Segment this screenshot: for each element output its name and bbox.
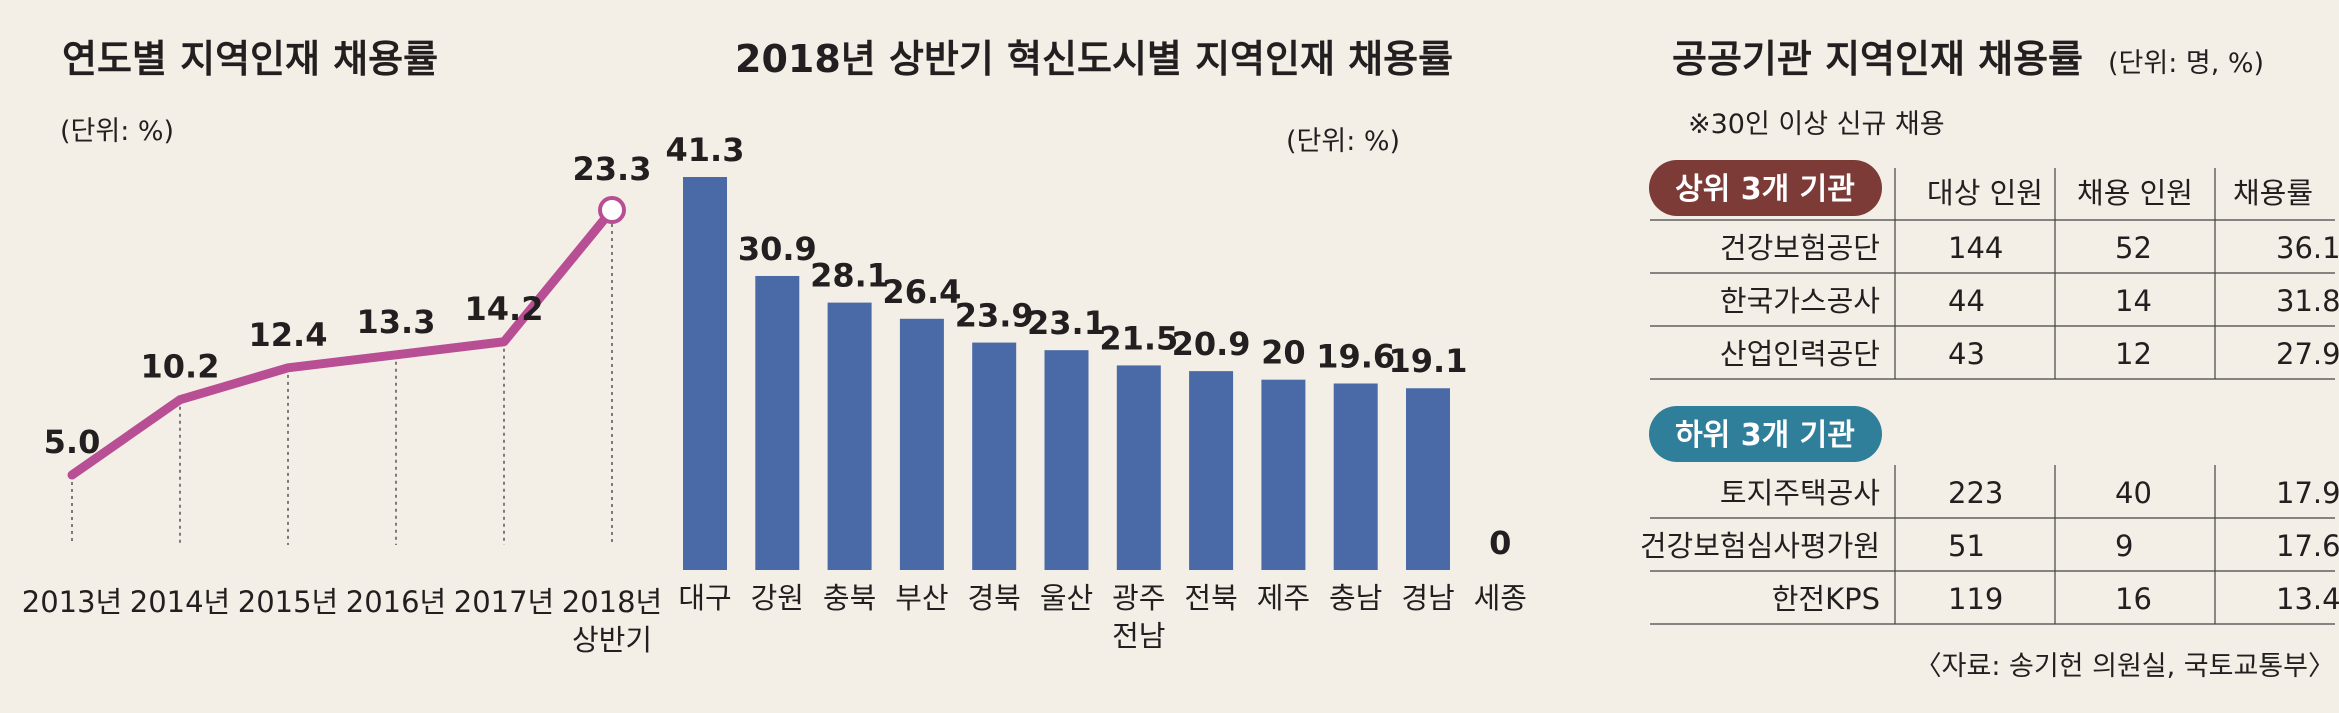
table-cell-hired: 14	[2115, 284, 2152, 318]
table-cell-target: 144	[1948, 231, 2003, 265]
table-row-name: 한국가스공사	[1720, 284, 1880, 318]
table-cell-rate: 17.9	[2276, 476, 2339, 510]
bar-chart: 2018년 상반기 혁신도시별 지역인재 채용률 (단위: %) 41.3 대구 30.…	[666, 37, 1527, 653]
table-cell-rate: 31.8	[2276, 284, 2339, 318]
bar-category-label-11: 세종	[1474, 581, 1527, 615]
bar-value-label-7: 20.9	[1172, 325, 1251, 363]
table-cell-target: 44	[1948, 284, 1985, 318]
table-row-name: 산업인력공단	[1720, 337, 1880, 371]
bar-3	[899, 318, 944, 570]
bar-2	[827, 302, 872, 570]
line-chart-panel: 연도별 지역인재 채용률 (단위: %) 5.0 10.2 12.4 13.3 14.2 23…	[0, 0, 662, 713]
x-tick-label-1: 2014년	[130, 585, 230, 619]
table-row-name: 건강보험공단	[1720, 231, 1880, 265]
table-note: ※30인 이상 신규 채용	[1688, 109, 1945, 140]
x-tick-label-0: 2013년	[22, 585, 122, 619]
bar-10	[1406, 388, 1450, 570]
table-cell-rate: 13.4	[2276, 582, 2339, 616]
bar-value-label-3: 26.4	[882, 273, 961, 311]
data-label-1: 10.2	[141, 348, 220, 386]
bar-1	[755, 275, 800, 570]
bar-chart-unit: (단위: %)	[1286, 126, 1400, 157]
line-chart-unit: (단위: %)	[60, 116, 174, 147]
column-header-1: 채용 인원	[2077, 176, 2193, 210]
bar-category-label-1: 강원	[751, 581, 804, 615]
data-label-5: 23.3	[573, 150, 652, 188]
group-badge-label-0: 상위 3개 기관	[1675, 172, 1855, 207]
bar-category-label-5: 울산	[1040, 581, 1093, 615]
table-cell-target: 51	[1948, 529, 1985, 563]
bar-category-label-0: 대구	[678, 581, 731, 615]
table-cell-rate: 17.6	[2276, 529, 2339, 563]
bar-8	[1261, 379, 1306, 570]
bar-category-label-6-line2: 전남	[1112, 619, 1165, 653]
bar-7	[1189, 371, 1234, 570]
table-cell-rate: 27.9	[2276, 337, 2339, 371]
bar-category-label-8: 제주	[1257, 581, 1310, 615]
group-badge-0	[1649, 160, 1882, 216]
data-label-2: 12.4	[249, 316, 328, 354]
bar-4	[972, 342, 1017, 570]
line-chart: 연도별 지역인재 채용률 (단위: %) 5.0 10.2 12.4 13.3 14.2 23…	[22, 37, 662, 657]
bar-value-label-10: 19.1	[1389, 342, 1468, 380]
table-unit: (단위: 명, %)	[2108, 48, 2264, 79]
x-tick-label-4: 2017년	[454, 585, 554, 619]
bar-value-label-0: 41.3	[666, 131, 745, 169]
table-cell-hired: 52	[2115, 231, 2152, 265]
bar-value-label-9: 19.6	[1316, 337, 1395, 375]
bar-category-label-10: 경남	[1401, 581, 1454, 615]
data-label-3: 13.3	[357, 303, 436, 341]
data-label-4: 14.2	[465, 290, 544, 328]
bar-category-label-9: 충남	[1329, 581, 1382, 615]
x-tick-label-2: 2015년	[238, 585, 338, 619]
table-source: 〈자료: 송기헌 의원실, 국토교통부〉	[1915, 651, 2335, 682]
bar-chart-title: 2018년 상반기 혁신도시별 지역인재 채용률	[735, 37, 1453, 81]
table-row-name: 건강보험심사평가원	[1640, 529, 1880, 563]
bar-chart-panel: 2018년 상반기 혁신도시별 지역인재 채용률 (단위: %) 41.3 대구 30.…	[660, 0, 1580, 713]
table-cell-hired: 40	[2115, 476, 2152, 510]
bar-value-label-11: 0	[1489, 524, 1511, 562]
bar-category-label-2: 충북	[823, 581, 876, 615]
table-cell-target: 223	[1948, 476, 2003, 510]
table-title: 공공기관 지역인재 채용률	[1672, 37, 2083, 81]
x-tick-label-5: 2018년	[562, 585, 662, 619]
bar-value-label-5: 23.1	[1027, 304, 1106, 342]
table-cell-hired: 16	[2115, 582, 2152, 616]
column-header-2: 채용률	[2233, 176, 2313, 210]
bar-value-label-6: 21.5	[1099, 319, 1178, 357]
group-badge-1	[1649, 406, 1882, 462]
bar-0	[683, 177, 727, 570]
table-cell-hired: 9	[2115, 529, 2133, 563]
bar-value-label-2: 28.1	[810, 257, 889, 295]
last-point-marker	[598, 196, 626, 224]
bar-category-label-3: 부산	[895, 581, 948, 615]
data-label-0: 5.0	[44, 423, 101, 461]
table-row-name: 한전KPS	[1772, 582, 1880, 616]
bar-value-label-8: 20	[1261, 334, 1306, 372]
bar-5	[1044, 350, 1089, 570]
x-tick-label-5-line2: 상반기	[572, 623, 652, 657]
bar-category-label-7: 전북	[1184, 581, 1237, 615]
bar-category-label-6: 광주	[1112, 581, 1165, 615]
table-row-name: 토지주택공사	[1720, 476, 1880, 510]
bar-6	[1116, 365, 1161, 570]
table-cell-target: 119	[1948, 582, 2003, 616]
bar-9	[1333, 383, 1378, 570]
table-cell-target: 43	[1948, 337, 1985, 371]
series-line	[67, 205, 617, 480]
bar-value-label-4: 23.9	[955, 297, 1034, 335]
table-cell-rate: 36.1	[2276, 231, 2339, 265]
bar-value-label-1: 30.9	[738, 230, 817, 268]
x-tick-label-3: 2016년	[346, 585, 446, 619]
line-chart-title: 연도별 지역인재 채용률	[62, 37, 438, 81]
column-header-0: 대상 인원	[1927, 176, 2043, 210]
bar-category-label-4: 경북	[968, 581, 1021, 615]
group-badge-label-1: 하위 3개 기관	[1675, 418, 1855, 453]
table-cell-hired: 12	[2115, 337, 2152, 371]
